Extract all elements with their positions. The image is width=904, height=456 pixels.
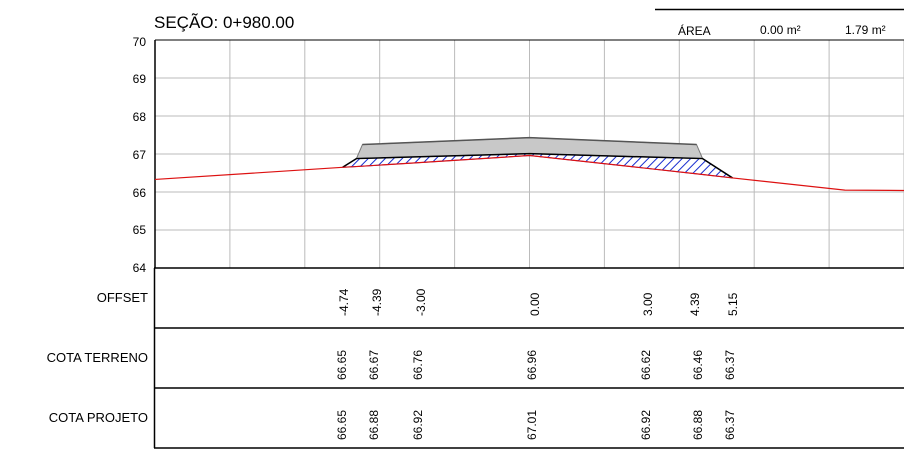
offset-value: 4.39 — [688, 292, 702, 316]
cota-terreno-value: 66.76 — [411, 350, 425, 380]
cota-terreno-value: 66.67 — [367, 350, 381, 380]
cota-terreno-value: 66.46 — [691, 350, 705, 380]
area-value-fill: 1.79 m² — [845, 23, 886, 37]
cota-terreno-value: 66.96 — [525, 350, 539, 380]
design-profile-line — [342, 152, 733, 179]
row-label-cota-projeto: COTA PROJETO — [49, 410, 148, 425]
area-header: ÁREA — [678, 23, 711, 38]
cota-terreno-value: 66.37 — [723, 350, 737, 380]
y-tick-label: 69 — [133, 72, 147, 86]
area-value-cut: 0.00 m² — [760, 23, 801, 37]
pavement-layer — [355, 136, 704, 160]
offset-value: -4.74 — [337, 288, 351, 316]
section-title: SEÇÃO: 0+980.00 — [154, 13, 294, 32]
terrain-profile-line — [154, 154, 904, 192]
offset-value: -3.00 — [414, 288, 428, 316]
row-label-cota-terreno: COTA TERRENO — [47, 350, 148, 365]
y-tick-label: 65 — [133, 223, 147, 237]
cota-projeto-value: 66.88 — [691, 410, 705, 440]
cota-projeto-value: 66.92 — [639, 410, 653, 440]
y-tick-label: 64 — [133, 261, 147, 275]
cota-projeto-value: 66.65 — [335, 410, 349, 440]
y-tick-label: 66 — [133, 186, 147, 200]
y-tick-label: 67 — [133, 148, 147, 162]
cota-terreno-value: 66.65 — [335, 350, 349, 380]
cota-projeto-value: 66.92 — [411, 410, 425, 440]
offset-value: 3.00 — [641, 292, 655, 316]
row-label-offset: OFFSET — [97, 290, 148, 305]
y-axis-labels: 70 69 68 67 66 65 64 — [133, 35, 147, 275]
offset-value: 0.00 — [528, 292, 542, 316]
y-tick-label: 68 — [133, 110, 147, 124]
area-table: ÁREA 0.00 m² 1.79 m² — [655, 8, 904, 38]
pavement-top-surface — [362, 136, 697, 146]
cota-projeto-value: 66.88 — [367, 410, 381, 440]
y-tick-label: 70 — [133, 35, 147, 49]
offset-value: 5.15 — [726, 292, 740, 316]
data-table: OFFSET COTA TERRENO COTA PROJETO — [47, 267, 904, 449]
profile-lines — [154, 152, 904, 192]
offset-value: -4.39 — [370, 288, 384, 316]
cota-projeto-value: 66.37 — [723, 410, 737, 440]
cota-terreno-value: 66.62 — [639, 350, 653, 380]
cota-projeto-value: 67.01 — [525, 410, 539, 440]
row-values: -4.74 -4.39 -3.00 0.00 3.00 4.39 5.15 66… — [335, 288, 740, 440]
